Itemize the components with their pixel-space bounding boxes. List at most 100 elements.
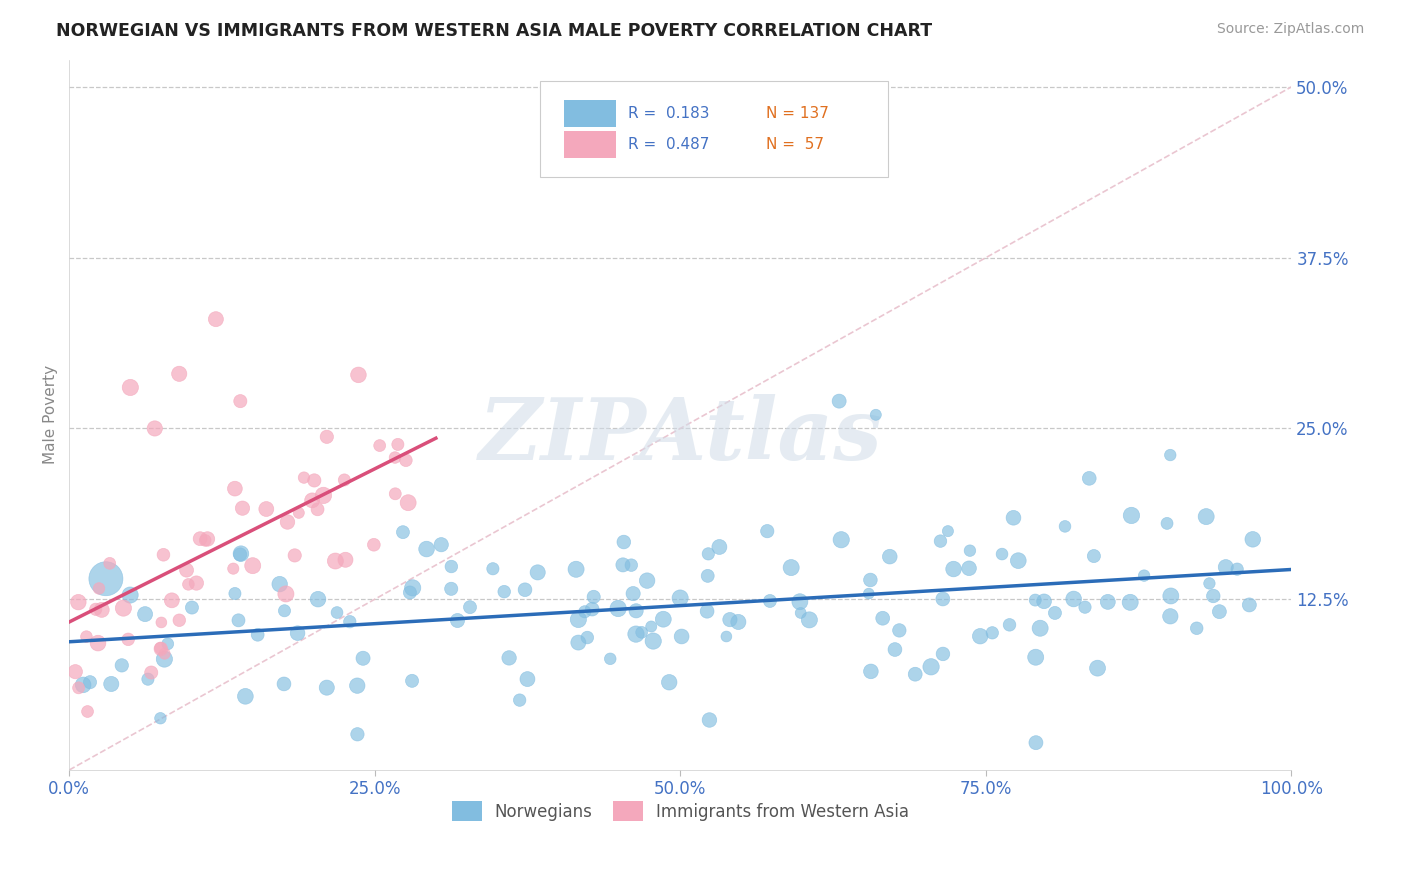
Point: [326, 606, 349, 620]
Point: [339, 615, 361, 629]
Point: [415, 542, 437, 557]
Point: [1097, 595, 1119, 609]
Point: [269, 577, 291, 591]
Point: [222, 561, 245, 575]
Point: [100, 677, 122, 691]
Point: [150, 615, 173, 630]
Point: [288, 506, 311, 520]
Point: [231, 501, 253, 516]
Point: [368, 439, 391, 453]
Point: [1159, 609, 1181, 624]
Point: [1195, 509, 1218, 524]
Point: [669, 591, 692, 605]
Point: [228, 613, 250, 627]
Point: [186, 576, 208, 591]
Point: [446, 614, 468, 628]
Point: [567, 635, 589, 649]
Point: [516, 672, 538, 686]
Point: [392, 525, 415, 540]
Point: [325, 554, 347, 568]
Point: [865, 408, 887, 422]
Point: [613, 535, 636, 549]
Point: [141, 665, 163, 680]
Point: [67, 595, 90, 609]
Point: [1208, 605, 1230, 619]
Point: [1198, 576, 1220, 591]
Point: [1133, 568, 1156, 582]
Point: [1002, 510, 1025, 524]
Point: [709, 540, 731, 554]
Point: [177, 577, 200, 591]
Point: [789, 595, 811, 609]
Point: [246, 628, 269, 642]
Point: [136, 672, 159, 686]
Point: [1074, 600, 1097, 615]
Point: [716, 630, 738, 644]
Point: [858, 586, 880, 600]
Point: [998, 617, 1021, 632]
Point: [780, 560, 803, 574]
Point: [697, 547, 720, 561]
Point: [149, 641, 172, 656]
Point: [1078, 471, 1101, 485]
Point: [1024, 593, 1046, 607]
Point: [889, 624, 911, 638]
Point: [72, 678, 94, 692]
Point: [79, 675, 101, 690]
Point: [333, 473, 356, 487]
Point: [1087, 661, 1109, 675]
Point: [658, 675, 681, 690]
Point: [335, 553, 357, 567]
Point: [205, 312, 228, 326]
Point: [274, 587, 297, 601]
Point: [242, 558, 264, 573]
Point: [149, 641, 172, 656]
Point: [307, 592, 329, 607]
Point: [67, 681, 90, 695]
Point: [276, 515, 298, 529]
Point: [859, 573, 882, 587]
Point: [756, 524, 779, 538]
Point: [1083, 549, 1105, 563]
Point: [1053, 519, 1076, 533]
Legend: Norwegians, Immigrants from Western Asia: Norwegians, Immigrants from Western Asia: [447, 797, 914, 826]
Point: [509, 693, 531, 707]
Point: [932, 647, 955, 661]
Text: Source: ZipAtlas.com: Source: ZipAtlas.com: [1216, 22, 1364, 37]
Point: [194, 533, 217, 548]
Point: [387, 437, 409, 451]
Point: [399, 585, 422, 599]
Point: [576, 631, 599, 645]
Point: [153, 652, 176, 666]
Point: [1239, 598, 1261, 612]
Point: [273, 677, 295, 691]
Point: [830, 533, 852, 547]
FancyBboxPatch shape: [564, 100, 616, 127]
Point: [167, 367, 190, 381]
Point: [224, 482, 246, 496]
Point: [942, 562, 965, 576]
Point: [1043, 606, 1066, 620]
Point: [346, 679, 368, 693]
Point: [384, 487, 406, 501]
Point: [363, 538, 385, 552]
Point: [636, 574, 658, 588]
Point: [440, 559, 463, 574]
Point: [395, 453, 418, 467]
Point: [229, 547, 252, 561]
Point: [799, 613, 821, 627]
Point: [884, 642, 907, 657]
Point: [117, 632, 139, 647]
Point: [969, 629, 991, 643]
Point: [759, 594, 782, 608]
FancyBboxPatch shape: [540, 81, 889, 177]
Point: [134, 607, 156, 621]
Point: [169, 613, 191, 627]
Point: [696, 604, 718, 618]
Point: [176, 563, 198, 577]
Point: [929, 534, 952, 549]
Point: [153, 647, 176, 661]
Point: [458, 600, 481, 615]
Point: [494, 584, 516, 599]
Point: [574, 605, 596, 619]
